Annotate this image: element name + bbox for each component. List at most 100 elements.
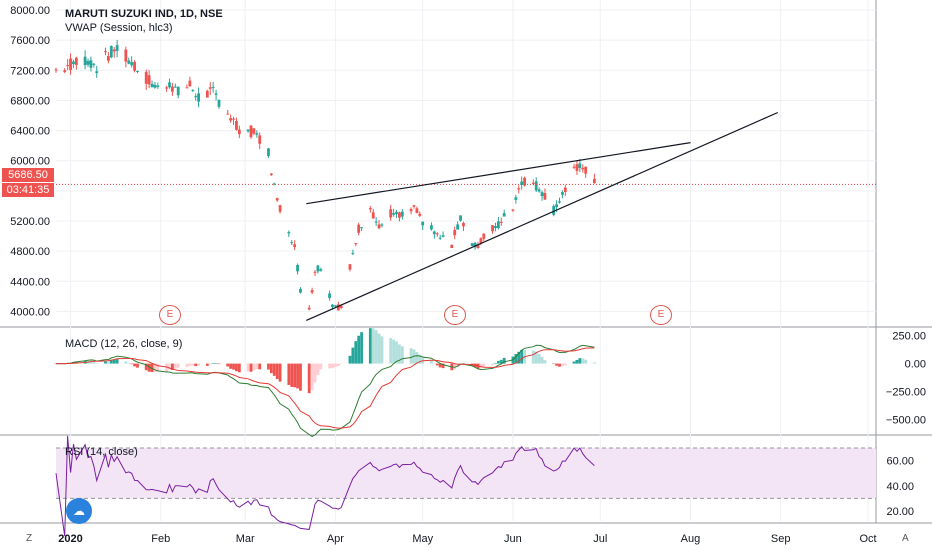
candle-body (578, 163, 582, 169)
price-tick-label: 4800.00 (10, 246, 50, 258)
candle-body (336, 304, 340, 311)
candle-body (255, 133, 259, 135)
candle-body (171, 86, 174, 92)
candle-body (499, 221, 503, 223)
macd-histogram-bar (310, 363, 314, 390)
candle-body (523, 177, 526, 186)
macd-histogram-bar (92, 361, 96, 364)
time-tick-label: Mar (236, 533, 255, 545)
candle-body (400, 211, 404, 217)
macd-histogram-bar (95, 363, 99, 364)
candle-body (389, 209, 393, 218)
candle-body (543, 193, 547, 200)
macd-histogram-bar (581, 358, 585, 364)
candle-body (494, 226, 497, 229)
macd-histogram-bar (456, 363, 460, 367)
cloud-logo-icon[interactable]: ☁ (66, 498, 92, 524)
bar-countdown-tag: 03:41:35 (2, 183, 54, 197)
candle-body (555, 204, 558, 208)
rsi-band (56, 448, 876, 499)
candle-body (124, 49, 128, 62)
macd-histogram-bar (496, 360, 500, 364)
candle-body (92, 63, 96, 65)
macd-histogram-bar (537, 354, 541, 364)
macd-histogram-bar (299, 363, 302, 391)
candle-body (185, 87, 189, 89)
candle-body (374, 221, 378, 223)
macd-tick-label: 0.00 (905, 359, 926, 371)
candle-body (173, 86, 177, 88)
candle-body (450, 244, 454, 248)
candle-body (69, 58, 72, 71)
macd-histogram-bar (374, 330, 378, 364)
earnings-badge[interactable]: E (159, 305, 181, 325)
vwap-legend[interactable]: VWAP (Session, hlc3) (65, 22, 173, 34)
macd-histogram-bar (563, 363, 567, 366)
time-tick-label: Aug (681, 533, 701, 545)
trendline (306, 142, 691, 205)
candle-body (491, 225, 494, 232)
candle-body (351, 252, 355, 254)
macd-histogram-bar (258, 363, 262, 370)
trendlines (306, 111, 779, 322)
macd-histogram-bar (575, 359, 579, 364)
candle-body (421, 221, 425, 226)
macd-legend[interactable]: MACD (12, 26, close, 9) (65, 338, 183, 350)
candle-body (360, 227, 363, 229)
candle-body (552, 205, 556, 215)
time-tick-label: Feb (151, 533, 170, 545)
candle-body (482, 233, 486, 239)
last-price-tag: 5686.50 (2, 168, 54, 182)
macd-histogram-bar (479, 363, 483, 369)
candle-body (150, 83, 154, 88)
macd-histogram-bar (127, 362, 131, 364)
candle-body (537, 189, 541, 192)
candle-body (418, 213, 422, 216)
candle-body (109, 45, 113, 58)
candle-body (331, 304, 334, 308)
candle-body (258, 135, 262, 144)
candle-body (127, 60, 131, 64)
time-tick-label: 2020 (58, 533, 82, 545)
candle-body (104, 51, 107, 53)
candle-body (432, 231, 436, 235)
macd-histogram-bar (214, 363, 218, 364)
candle-body (293, 244, 297, 248)
zoom-reset-button[interactable]: Z (26, 533, 33, 544)
macd-histogram-bar (109, 360, 113, 364)
candle-body (235, 120, 238, 130)
candle-body (561, 192, 564, 195)
auto-scale-button[interactable]: A (902, 533, 909, 544)
symbol-title[interactable]: MARUTI SUZUKI IND, 1D, NSE (65, 8, 223, 20)
time-tick-label: Apr (327, 533, 344, 545)
macd-histogram-bar (558, 363, 561, 367)
macd-histogram-bar (333, 363, 337, 368)
earnings-badge[interactable]: E (444, 305, 466, 325)
macd-histogram-bar (269, 363, 273, 374)
candle-body (246, 129, 250, 132)
macd-histogram-bar (354, 341, 358, 364)
time-tick-label: Oct (859, 533, 876, 545)
macd-histogram-bar (430, 360, 433, 364)
macd-histogram-bar (368, 328, 372, 364)
earnings-badge[interactable]: E (650, 305, 672, 325)
candle-body (63, 70, 67, 73)
candle-body (275, 198, 279, 201)
candle-body (511, 209, 515, 211)
candle-body (214, 93, 218, 95)
macd-histogram-bar (249, 363, 253, 372)
macd-histogram-bar (255, 363, 259, 370)
candle-body (211, 87, 215, 89)
macd-histogram-bar (136, 363, 139, 368)
macd-histogram-bar (517, 351, 521, 364)
rsi-legend[interactable]: RSI (14, close) (65, 446, 138, 458)
grid (0, 0, 932, 524)
candle-body (252, 128, 256, 134)
candle-body (368, 208, 372, 210)
macd-histogram-bar (377, 333, 381, 364)
macd-histogram-bar (205, 363, 209, 366)
candle-body (296, 264, 299, 272)
candle-body (348, 264, 352, 270)
candle-body (72, 61, 75, 65)
